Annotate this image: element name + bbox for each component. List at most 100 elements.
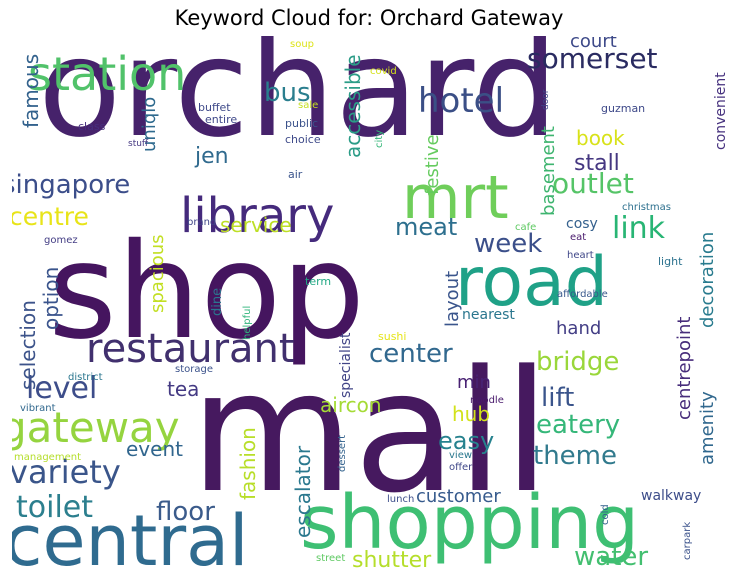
chart-title: Keyword Cloud for: Orchard Gateway bbox=[174, 6, 564, 30]
word-event: event bbox=[126, 437, 183, 461]
word-eat: eat bbox=[570, 232, 586, 243]
word-cold: cold bbox=[600, 504, 611, 525]
word-layout: layout bbox=[442, 271, 463, 327]
word-link: link bbox=[612, 211, 666, 246]
word-cafe: cafe bbox=[515, 222, 536, 233]
word-management: management bbox=[14, 452, 81, 463]
word-lunch: lunch bbox=[387, 494, 414, 505]
word-choice: choice bbox=[285, 133, 321, 146]
word-affordable: affordable bbox=[557, 289, 608, 300]
word-restaurant: restaurant bbox=[86, 326, 295, 372]
word-hotel: hotel bbox=[418, 81, 504, 121]
word-public: public bbox=[285, 117, 318, 130]
word-bus: bus bbox=[264, 78, 311, 108]
word-selection: selection bbox=[16, 300, 40, 390]
word-decoration: decoration bbox=[697, 232, 718, 328]
word-specialist: specialist bbox=[338, 332, 354, 398]
word-floor: floor bbox=[156, 497, 215, 527]
word-door: door bbox=[541, 89, 551, 110]
word-brand: brand bbox=[187, 217, 216, 228]
word-eatery: eatery bbox=[536, 410, 620, 440]
word-cosy: cosy bbox=[566, 216, 598, 232]
word-buffet: buffet bbox=[198, 101, 231, 114]
word-storage: storage bbox=[175, 364, 213, 375]
word-christmas: christmas bbox=[622, 202, 671, 213]
word-mall: mall bbox=[190, 334, 550, 530]
word-water: water bbox=[574, 542, 648, 572]
word-jen: jen bbox=[194, 144, 229, 169]
word-noodle: noodle bbox=[470, 395, 504, 406]
word-term: term bbox=[305, 275, 331, 288]
word-singapore: singapore bbox=[12, 170, 130, 200]
word-aircon: aircon bbox=[320, 393, 382, 417]
word-vibrant: vibrant bbox=[20, 403, 56, 414]
word-famous: famous bbox=[19, 54, 43, 128]
word-bridge: bridge bbox=[536, 347, 619, 377]
word-gateway: gateway bbox=[12, 403, 180, 452]
word-spacious: spacious bbox=[147, 234, 168, 313]
word-week: week bbox=[474, 229, 542, 259]
word-carpark: carpark bbox=[682, 522, 693, 560]
word-basement: basement bbox=[538, 126, 559, 216]
word-centrepoint: centrepoint bbox=[674, 317, 695, 420]
word-gomez: gomez bbox=[44, 235, 78, 246]
word-stall: stall bbox=[574, 151, 620, 176]
word-guzman: guzman bbox=[601, 102, 645, 115]
word-escalator: escalator bbox=[291, 445, 315, 538]
word-customer: customer bbox=[416, 486, 501, 507]
word-street: street bbox=[316, 553, 345, 564]
word-shop: shop bbox=[48, 215, 365, 369]
word-station: station bbox=[28, 47, 186, 101]
word-heart: heart bbox=[567, 250, 594, 261]
word-lift: lift bbox=[541, 383, 574, 413]
word-offer: offer bbox=[449, 462, 473, 473]
word-easy: easy bbox=[438, 427, 494, 455]
word-theme: theme bbox=[533, 441, 617, 471]
word-stuff: stuff bbox=[128, 139, 149, 149]
word-level: level bbox=[26, 371, 97, 406]
word-convenient: convenient bbox=[713, 72, 726, 150]
word-festive: festive bbox=[422, 134, 443, 195]
word-walkway: walkway bbox=[641, 488, 701, 504]
word-road: road bbox=[455, 243, 608, 322]
word-amenity: amenity bbox=[697, 391, 718, 465]
word-sale: sale bbox=[298, 100, 318, 111]
word-soup: soup bbox=[290, 39, 314, 50]
word-air: air bbox=[288, 168, 303, 181]
word-shopping: shopping bbox=[300, 480, 639, 566]
word-toilet: toilet bbox=[16, 490, 93, 525]
word-book: book bbox=[576, 126, 625, 150]
word-meat: meat bbox=[395, 213, 457, 241]
word-sushi: sushi bbox=[378, 330, 406, 343]
word-service: service bbox=[220, 213, 292, 237]
word-min: min bbox=[457, 372, 491, 393]
word-shutter: shutter bbox=[352, 548, 432, 573]
word-hub: hub bbox=[452, 402, 490, 426]
word-outlet: outlet bbox=[552, 167, 634, 200]
word-dine: dine bbox=[210, 288, 225, 316]
word-city: city bbox=[374, 130, 385, 148]
word-hand: hand bbox=[556, 318, 601, 339]
word-orchard: orchard bbox=[38, 36, 558, 168]
word-somerset: somerset bbox=[527, 42, 658, 75]
word-court: court bbox=[570, 36, 617, 52]
word-centre: centre bbox=[12, 202, 89, 231]
word-light: light bbox=[658, 255, 683, 268]
word-mrt: mrt bbox=[402, 163, 509, 233]
word-nearest: nearest bbox=[462, 307, 515, 323]
word-entire: entire bbox=[205, 113, 237, 126]
word-helpful: helpful bbox=[242, 306, 253, 340]
word-accessible: accessible bbox=[341, 54, 365, 158]
word-dessert: dessert bbox=[337, 435, 348, 472]
word-class: class bbox=[78, 120, 106, 133]
word-tea: tea bbox=[167, 377, 199, 401]
word-option: option bbox=[39, 267, 63, 330]
word-fashion: fashion bbox=[236, 427, 260, 500]
word-district: district bbox=[68, 372, 103, 383]
word-center: center bbox=[369, 339, 453, 369]
word-central: central bbox=[12, 500, 249, 580]
word-variety: variety bbox=[12, 453, 121, 491]
word-library: library bbox=[180, 188, 334, 244]
word-view: view bbox=[449, 450, 472, 461]
